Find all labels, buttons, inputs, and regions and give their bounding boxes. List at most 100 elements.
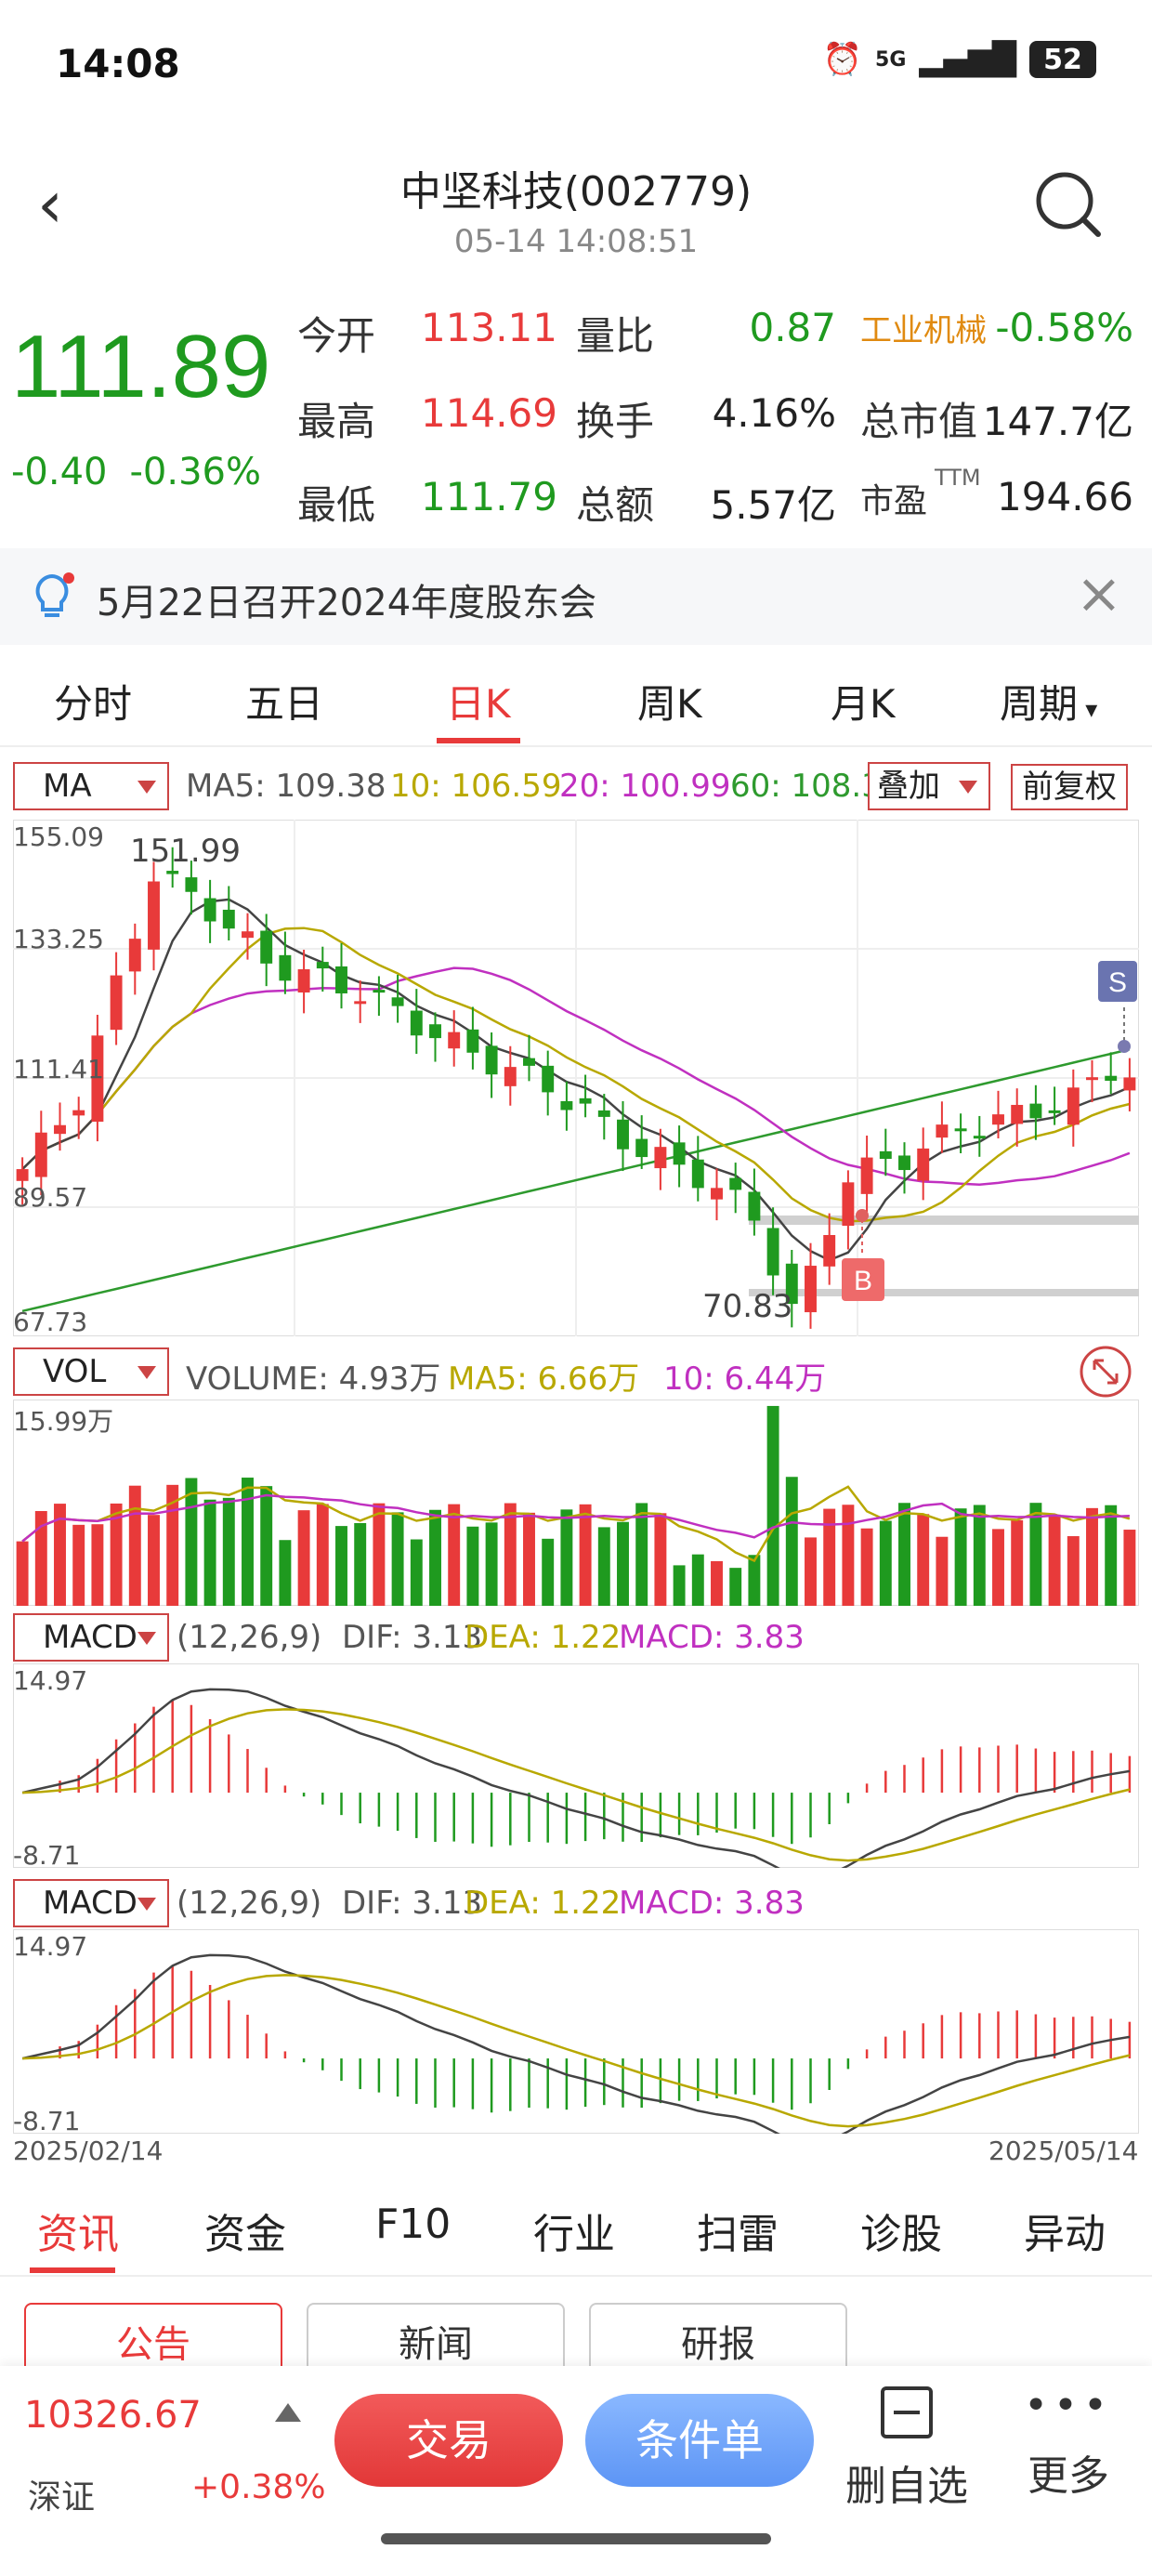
volume-bar [973, 1505, 986, 1606]
volume-bar [316, 1504, 329, 1606]
macd2-indicator-select[interactable]: MACD [13, 1879, 169, 1927]
candle-body [335, 966, 347, 993]
tab-industry[interactable]: 行业 [533, 2211, 615, 2258]
candle-body [729, 1177, 742, 1190]
macd2-y-bottom: -8.71 [13, 2106, 81, 2136]
macd2-dea-line [22, 1974, 1131, 2128]
caret-down-icon: ▾ [1078, 696, 1098, 724]
volume-bar [1123, 1530, 1136, 1606]
volume-ma5-polyline [21, 1485, 1131, 1563]
tab-diagnosis[interactable]: 诊股 [860, 2211, 942, 2258]
macd1-indicator-select[interactable]: MACD [13, 1613, 169, 1662]
subtab-research[interactable]: 研报 [589, 2303, 847, 2386]
candle-body [391, 997, 404, 1006]
price-change: -0.40 -0.36% [11, 451, 283, 493]
back-icon[interactable]: ‹ [37, 166, 63, 243]
tab-anomaly[interactable]: 异动 [1024, 2211, 1106, 2258]
volume-bar [72, 1524, 85, 1606]
ma5-value: MA5: 109.38 [186, 768, 386, 805]
buy-marker-label: B [854, 1266, 872, 1296]
macd2-dea: DEA: 1.22 [465, 1885, 622, 1922]
tab-weekly-k[interactable]: 周K [637, 681, 702, 727]
date-start: 2025/02/14 [13, 2136, 164, 2166]
candle-body [973, 1136, 986, 1139]
macd-dea-polyline [22, 1708, 1131, 1862]
candle-body [992, 1114, 1004, 1125]
quote-value: 5.57亿 [710, 482, 836, 528]
candle-body [1123, 1077, 1136, 1091]
volume-ma10-line [21, 1493, 1130, 1543]
bulb-icon [35, 572, 74, 617]
volume-bar [1011, 1519, 1024, 1606]
volume-bar [166, 1484, 179, 1606]
tab-funds[interactable]: 资金 [204, 2211, 286, 2258]
tab-five-day[interactable]: 五日 [245, 681, 324, 727]
more-label: 更多 [1028, 2452, 1109, 2500]
volume-indicator-select[interactable]: VOL [13, 1347, 169, 1396]
candle-body [917, 1148, 930, 1181]
notice-banner[interactable]: 5月22日召开2024年度股东会 × [0, 548, 1152, 645]
expand-icon[interactable] [1078, 1344, 1133, 1400]
candle-body [542, 1065, 555, 1093]
volume-bar [1105, 1505, 1118, 1606]
more-button[interactable]: ••• 更多 [994, 2383, 1143, 2502]
volume-bar [936, 1536, 949, 1606]
remove-icon [881, 2386, 933, 2438]
trade-button[interactable]: 交易 [334, 2394, 563, 2487]
volume-bar [917, 1514, 930, 1606]
volume-bar [597, 1527, 610, 1606]
volume-bar [1029, 1503, 1042, 1606]
candle-body [373, 990, 386, 993]
stock-header: ‹ 中坚科技(002779) 05-14 14:08:51 [0, 139, 1152, 269]
candle-body [466, 1029, 479, 1053]
ma20-line [21, 966, 1131, 1187]
volume-bar [560, 1509, 573, 1606]
search-icon[interactable] [1031, 167, 1106, 242]
tab-news-info[interactable]: 资讯 [37, 2211, 119, 2258]
volume-bar [748, 1555, 761, 1606]
volume-bar [654, 1513, 667, 1606]
candle-body [1011, 1104, 1024, 1124]
kline-low-label: 70.83 [702, 1288, 793, 1325]
volume-ma10-polyline [21, 1493, 1130, 1543]
tab-daily-k[interactable]: 日K [446, 681, 511, 727]
main-indicator-select[interactable]: MA [13, 762, 169, 810]
macd2-dif: DIF: 3.13 [342, 1885, 483, 1922]
macd1-params: (12,26,9) [177, 1619, 322, 1656]
volume-bar [711, 1560, 723, 1606]
ma60-value: 60: 108.37 [730, 768, 868, 805]
candle-body [879, 1150, 892, 1160]
adjust-button[interactable]: 前复权 [1011, 764, 1128, 810]
network-label: 5G [875, 47, 907, 72]
condition-order-button[interactable]: 条件单 [585, 2394, 814, 2487]
status-icons: ⏰ 5G ▂▄▆█ 52 [823, 41, 1096, 78]
quote-label: 总额 [576, 482, 655, 528]
tab-intraday[interactable]: 分时 [54, 681, 133, 727]
quote-label: 最低 [297, 482, 376, 528]
candle-body [504, 1067, 517, 1086]
volume-bar [34, 1511, 47, 1606]
remove-watchlist-button[interactable]: 删自选 [832, 2383, 981, 2512]
macd2-params: (12,26,9) [177, 1885, 322, 1922]
close-icon[interactable]: × [1075, 561, 1122, 626]
volume-bar [842, 1505, 855, 1606]
volume-bar [1048, 1514, 1061, 1606]
candle-body [1067, 1087, 1080, 1125]
index-value[interactable]: 10326.67 [24, 2394, 202, 2437]
volume-bar [1086, 1507, 1098, 1606]
overlay-select[interactable]: 叠加 [868, 762, 990, 810]
candle-body [166, 871, 179, 874]
tab-risk-scan[interactable]: 扫雷 [697, 2211, 779, 2258]
tab-period[interactable]: 周期 ▾ [1000, 673, 1097, 729]
volume-bar [992, 1529, 1004, 1606]
volume-bar [110, 1503, 123, 1606]
volume-bar [691, 1554, 704, 1606]
tab-period-label: 周期 [1000, 681, 1079, 727]
volume-bar [954, 1508, 967, 1606]
volume-bar [203, 1499, 216, 1606]
kline-chart[interactable]: S B [13, 820, 1139, 1336]
tab-f10[interactable]: F10 [375, 2201, 452, 2248]
tab-monthly-k[interactable]: 月K [831, 681, 896, 727]
candle-body [448, 1032, 461, 1049]
volume-bar [185, 1478, 198, 1606]
